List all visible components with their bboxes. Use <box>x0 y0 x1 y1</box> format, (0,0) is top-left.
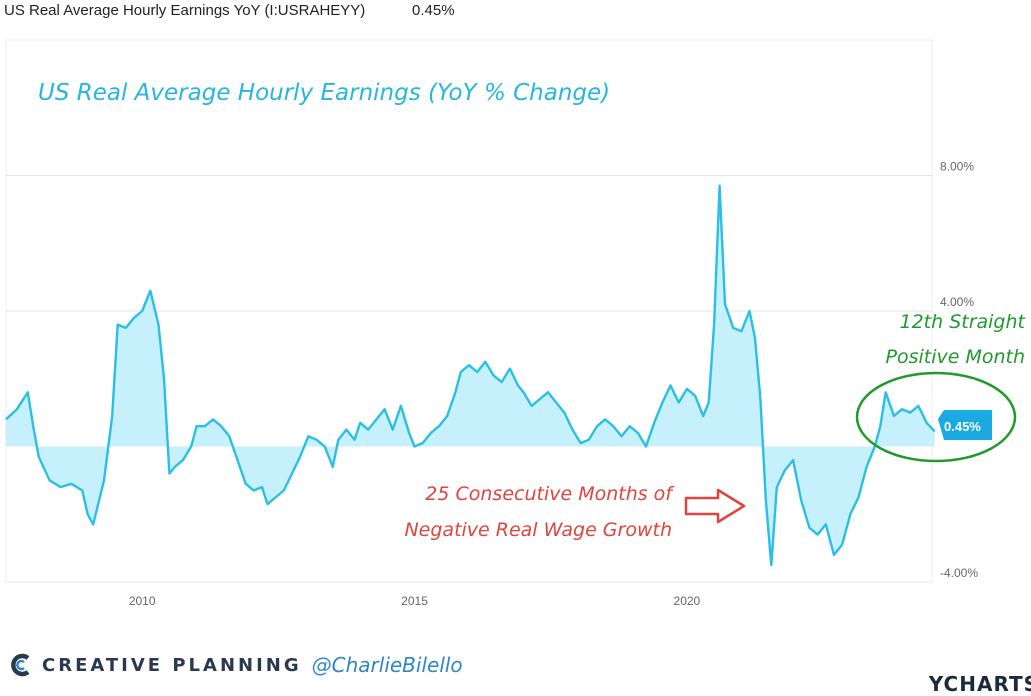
x-tick-label: 2015 <box>401 594 428 608</box>
chart-title: US Real Average Hourly Earnings (YoY % C… <box>38 80 610 106</box>
area-layer <box>6 186 935 565</box>
arrow-right-icon <box>686 490 744 522</box>
creative-planning-logo-icon <box>8 652 34 678</box>
y-tick-label: -4.00% <box>940 566 978 580</box>
last-value-tag-text: 0.45% <box>944 419 981 434</box>
series-area <box>6 186 935 565</box>
positive-annotation-line2: Positive Month <box>885 346 1025 368</box>
y-tick-label: 8.00% <box>940 160 974 174</box>
y-tick-label: 4.00% <box>940 295 974 309</box>
negative-annotation-line1: 25 Consecutive Months of <box>425 483 675 505</box>
footer-handle: @CharlieBilello <box>312 653 463 677</box>
negative-annotation-line2: Negative Real Wage Growth <box>404 519 672 541</box>
positive-annotation-line1: 12th Straight <box>899 311 1026 333</box>
last-value-tag: 0.45% <box>938 410 992 440</box>
footer-brand: CREATIVE PLANNING <box>42 655 302 676</box>
x-tick-label: 2010 <box>129 594 156 608</box>
x-tick-label: 2020 <box>674 594 701 608</box>
source-logo: YCHARTS <box>929 672 1031 696</box>
footer: CREATIVE PLANNING @CharlieBilello <box>8 648 463 682</box>
chart-canvas: 8.00% 4.00% -4.00% 2010 2015 2020 US Real Ave… <box>0 0 1031 645</box>
